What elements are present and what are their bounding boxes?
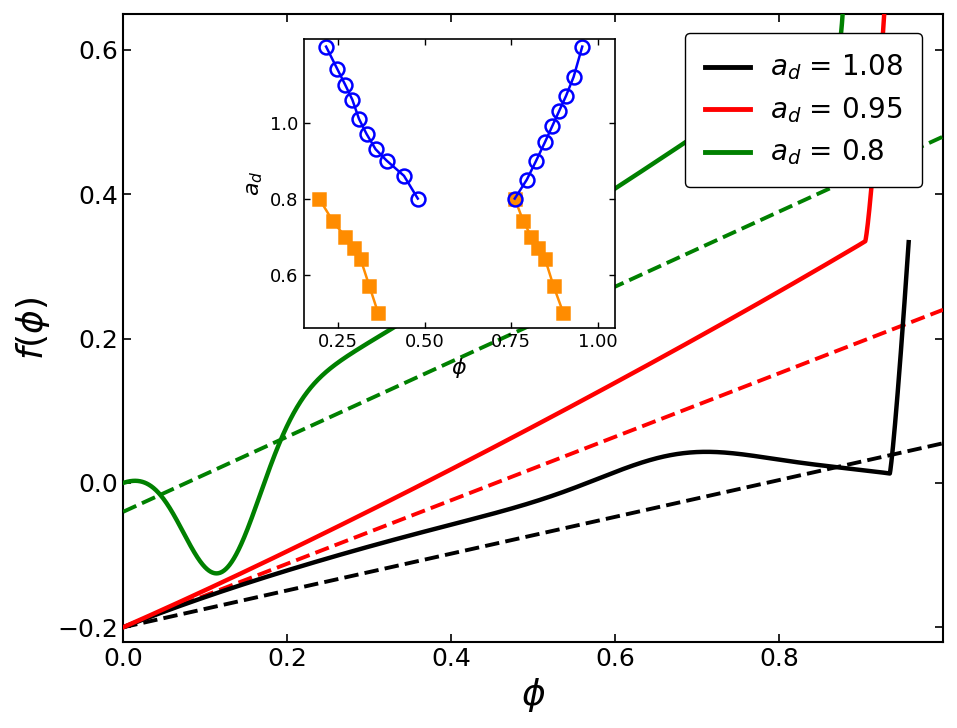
- Legend: $a_d$ = 1.08, $a_d$ = 0.95, $a_d$ = 0.8: $a_d$ = 1.08, $a_d$ = 0.95, $a_d$ = 0.8: [684, 33, 923, 187]
- Y-axis label: $f(\phi)$: $f(\phi)$: [14, 296, 52, 360]
- X-axis label: $\phi$: $\phi$: [521, 676, 545, 714]
